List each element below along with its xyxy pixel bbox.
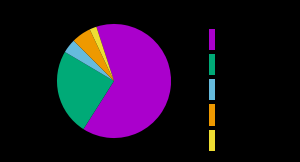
Wedge shape (83, 24, 171, 138)
Wedge shape (74, 29, 114, 81)
Bar (209, 54, 214, 75)
Bar (209, 79, 214, 100)
Bar (209, 29, 214, 50)
Wedge shape (90, 27, 114, 81)
Wedge shape (57, 52, 114, 129)
Bar (209, 104, 214, 126)
Wedge shape (65, 41, 114, 81)
Bar (209, 130, 214, 151)
